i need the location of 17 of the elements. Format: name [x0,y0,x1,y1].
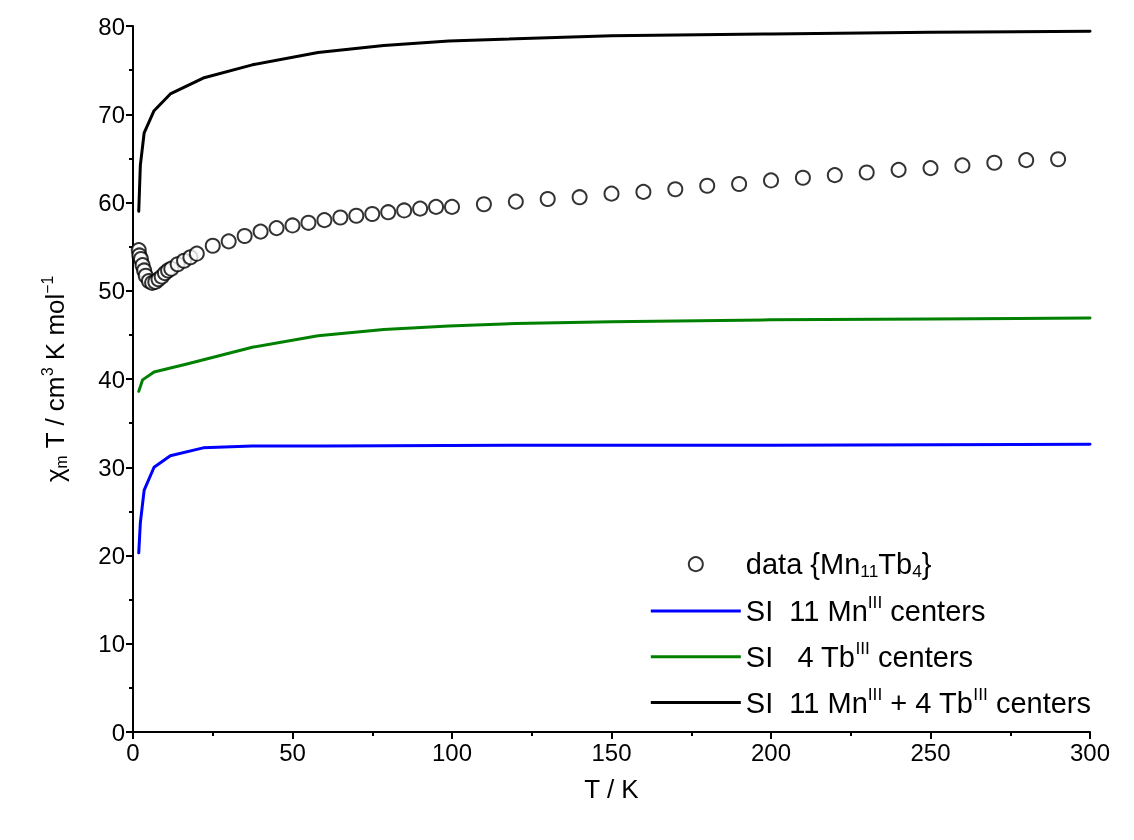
y-tick-label: 30 [98,453,125,481]
x-tick-label: 200 [750,738,792,766]
y-tick-label: 40 [98,365,125,393]
x-tick-label: 50 [279,738,306,766]
x-tick-label: 150 [591,738,632,766]
y-tick-label: 80 [98,12,125,40]
y-tick-label: 70 [98,100,125,128]
y-tick-label: 50 [98,277,125,305]
y-axis-title: χm T / cm3 K mol−1 [38,275,71,483]
y-tick-label: 10 [98,630,125,658]
x-tick-label: 300 [1069,738,1111,766]
x-axis-title: T / K [584,774,640,804]
y-tick-label: 60 [98,189,125,216]
y-tick-label: 0 [111,718,125,746]
x-tick-label: 100 [431,738,473,766]
y-tick-label: 20 [98,542,125,569]
x-tick-label: 250 [910,738,951,766]
